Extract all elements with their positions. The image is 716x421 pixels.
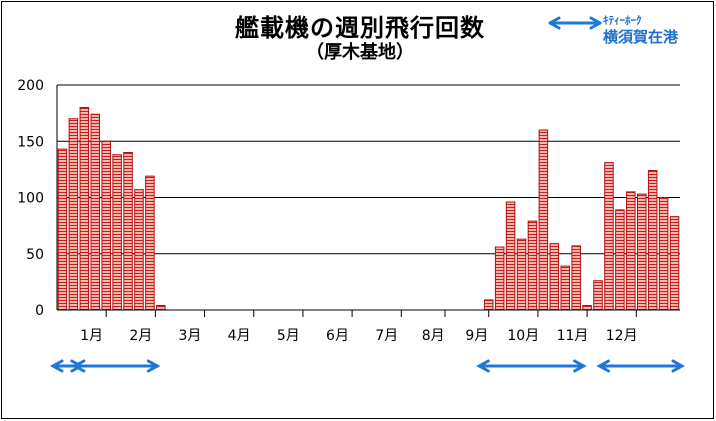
bar [123,152,133,311]
y-tick-label: 50 [26,247,44,263]
legend: ｷﾃｨｰﾎｰｸ 横須賀在港 [548,10,713,50]
bar [571,245,581,311]
x-tick-label: 5月 [277,328,300,344]
in-port-periods [49,359,686,373]
x-tick-label: 6月 [326,328,349,344]
bar [101,140,111,311]
bar [604,162,614,311]
bar [505,201,516,311]
y-tick-label: 150 [17,134,44,150]
legend-in-port-label: 横須賀在港 [603,28,679,46]
x-tick-label: 8月 [422,328,445,344]
x-tick-label: 1月 [80,328,103,344]
bar [527,220,538,311]
bar [626,191,636,311]
y-tick-label: 200 [17,78,44,94]
bar [516,238,527,311]
bar [90,113,101,311]
bars [57,107,680,311]
y-tick-label: 0 [35,303,44,319]
x-tick-label: 11月 [557,328,589,344]
x-tick-label: 4月 [228,328,251,344]
y-axis-ticks: 0 50 100 150 200 [17,78,44,319]
x-tick-label: 2月 [129,328,152,344]
bar [669,216,680,311]
in-port-arrow-icon [71,359,161,373]
x-tick-label: 9月 [465,328,488,344]
y-tick-label: 100 [17,191,44,207]
bar [145,175,155,311]
in-port-arrow-icon [476,359,587,373]
x-axis-labels: 1月 2月 3月 4月 5月 6月 7月 8月 9月 10月 11月 12月 [80,310,638,344]
bar [658,197,669,311]
legend-ship-label: ｷﾃｨｰﾎｰｸ [603,14,642,27]
in-port-arrow-icon [596,359,686,373]
axes [56,85,680,311]
bar [57,148,68,311]
bar [582,305,592,311]
bar [494,246,505,311]
bar [538,129,549,311]
bar [79,107,90,311]
bar [68,118,79,311]
bar [134,189,144,311]
bar [156,305,166,311]
legend-arrow-icon [548,16,602,30]
x-tick-label: 3月 [178,328,201,344]
bar [483,299,494,311]
x-tick-label: 12月 [606,328,638,344]
bar [647,170,658,311]
bar [549,243,560,311]
chart-subtitle: （厚木基地） [306,42,414,63]
bar [593,280,603,311]
x-tick-label: 7月 [375,328,398,344]
bar [636,193,647,311]
bar [560,265,570,311]
chart-title: 艦載機の週別飛行回数 [235,14,485,42]
x-tick-label: 10月 [507,328,539,344]
bar [615,209,625,311]
bar [112,154,122,311]
